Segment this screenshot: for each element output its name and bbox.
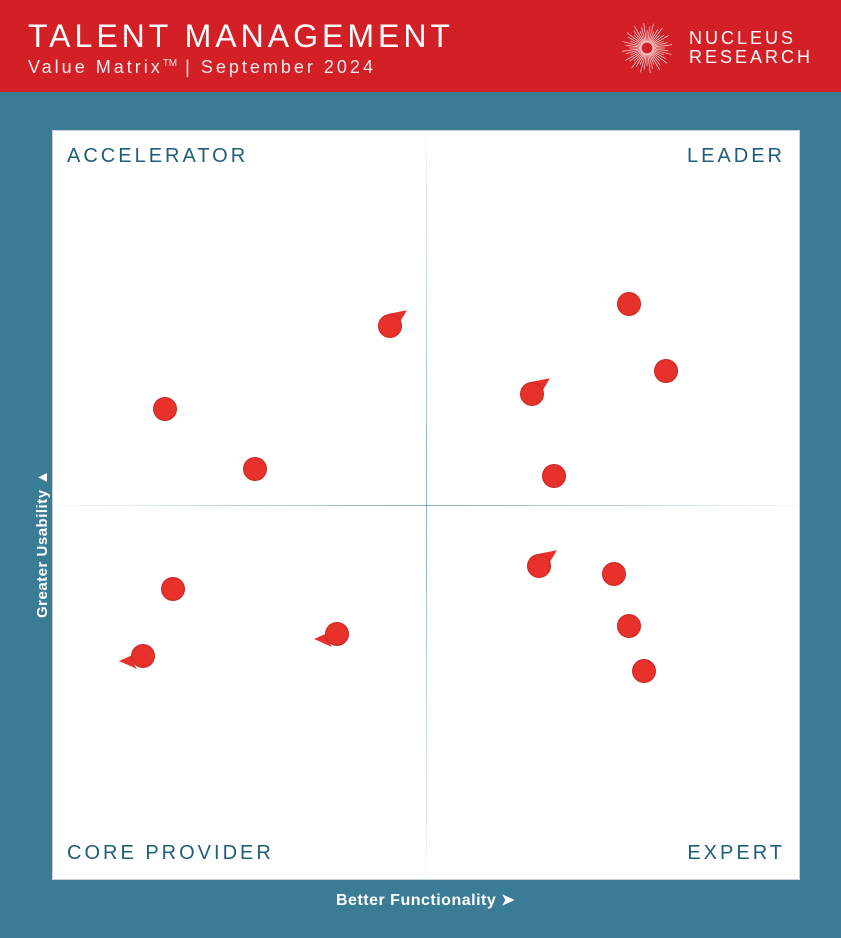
brand-text: NUCLEUS RESEARCH bbox=[689, 29, 813, 67]
subtitle-prefix: Value Matrix bbox=[28, 57, 163, 77]
y-axis-label: Greater Usability ▲ bbox=[34, 469, 51, 618]
data-point bbox=[520, 382, 544, 406]
data-point bbox=[325, 622, 349, 646]
quadrant-label-expert: EXPERT bbox=[687, 842, 785, 865]
data-point bbox=[378, 314, 402, 338]
data-point bbox=[161, 577, 185, 601]
quadrant-label-core-provider: CORE PROVIDER bbox=[67, 842, 274, 865]
header: TALENT MANAGEMENT Value MatrixTM | Septe… bbox=[0, 0, 841, 92]
quadrant-label-leader: LEADER bbox=[687, 145, 785, 168]
data-point bbox=[654, 359, 678, 383]
x-axis-label: Better Functionality ➤ bbox=[336, 890, 515, 910]
subtitle-tm: TM bbox=[163, 58, 177, 69]
subtitle-date: September 2024 bbox=[201, 57, 376, 77]
quadrant-plot: ACCELERATOR LEADER CORE PROVIDER EXPERT bbox=[52, 130, 800, 880]
header-text: TALENT MANAGEMENT Value MatrixTM | Septe… bbox=[28, 18, 454, 78]
grid-horizontal bbox=[53, 505, 799, 506]
brand-text-bottom: RESEARCH bbox=[689, 48, 813, 67]
data-point bbox=[602, 562, 626, 586]
data-point bbox=[243, 457, 267, 481]
data-point bbox=[527, 554, 551, 578]
data-point bbox=[153, 397, 177, 421]
brand-text-top: NUCLEUS bbox=[689, 29, 813, 48]
data-point bbox=[131, 644, 155, 668]
subtitle-divider: | bbox=[185, 57, 201, 77]
sunburst-icon bbox=[617, 18, 677, 78]
page-title: TALENT MANAGEMENT bbox=[28, 18, 454, 55]
data-point bbox=[632, 659, 656, 683]
brand-logo: NUCLEUS RESEARCH bbox=[617, 18, 813, 78]
data-point bbox=[617, 292, 641, 316]
chart-area: ACCELERATOR LEADER CORE PROVIDER EXPERT … bbox=[0, 92, 841, 938]
data-point bbox=[617, 614, 641, 638]
page-subtitle: Value MatrixTM | September 2024 bbox=[28, 57, 454, 78]
data-point bbox=[542, 464, 566, 488]
quadrant-label-accelerator: ACCELERATOR bbox=[67, 145, 248, 168]
